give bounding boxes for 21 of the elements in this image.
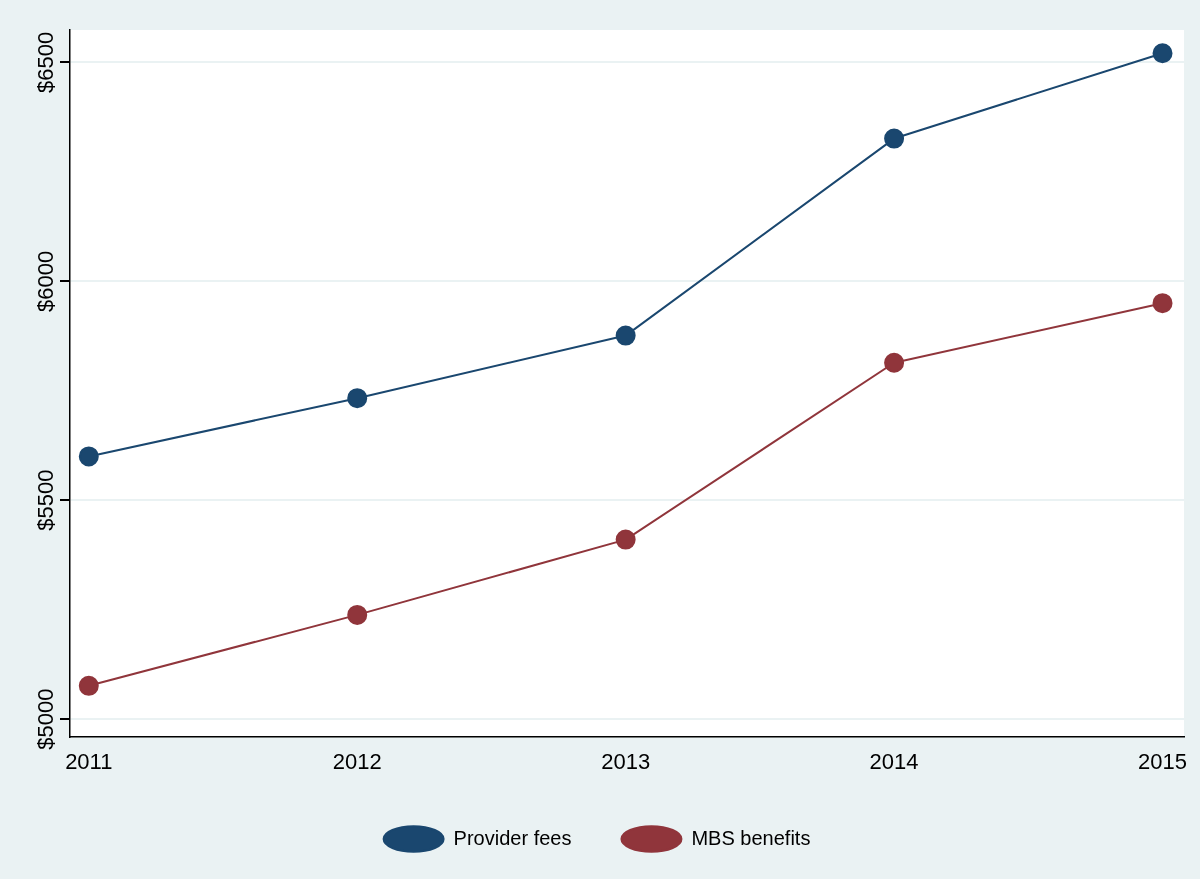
x-tick-label: 2013 [601, 748, 651, 774]
y-tick-label: $5000 [33, 688, 59, 750]
point [78, 675, 99, 696]
x-tick-label: 2011 [65, 748, 113, 774]
x-tick-label: 2015 [1138, 748, 1187, 774]
point [615, 325, 636, 346]
y-tick-label: $5500 [33, 469, 59, 531]
legend-label: MBS benefits [691, 826, 811, 849]
y-tick-label: $6500 [33, 31, 59, 93]
legend-label: Provider fees [453, 826, 572, 849]
point [884, 128, 905, 149]
y-tick-label: $6000 [33, 250, 59, 312]
point [78, 446, 99, 467]
point [615, 529, 636, 550]
point [347, 604, 368, 625]
point [347, 388, 368, 409]
x-tick-label: 2012 [332, 748, 382, 774]
point [884, 352, 905, 373]
x-tick-label: 2014 [869, 748, 919, 774]
point [1152, 293, 1173, 314]
point [1152, 43, 1173, 64]
